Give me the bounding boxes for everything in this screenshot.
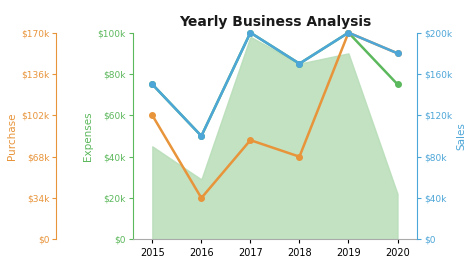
Y-axis label: Expenses: Expenses (83, 111, 93, 161)
Title: Yearly Business Analysis: Yearly Business Analysis (179, 15, 371, 29)
Y-axis label: Purchase: Purchase (7, 112, 17, 160)
Y-axis label: Sales: Sales (456, 122, 466, 150)
